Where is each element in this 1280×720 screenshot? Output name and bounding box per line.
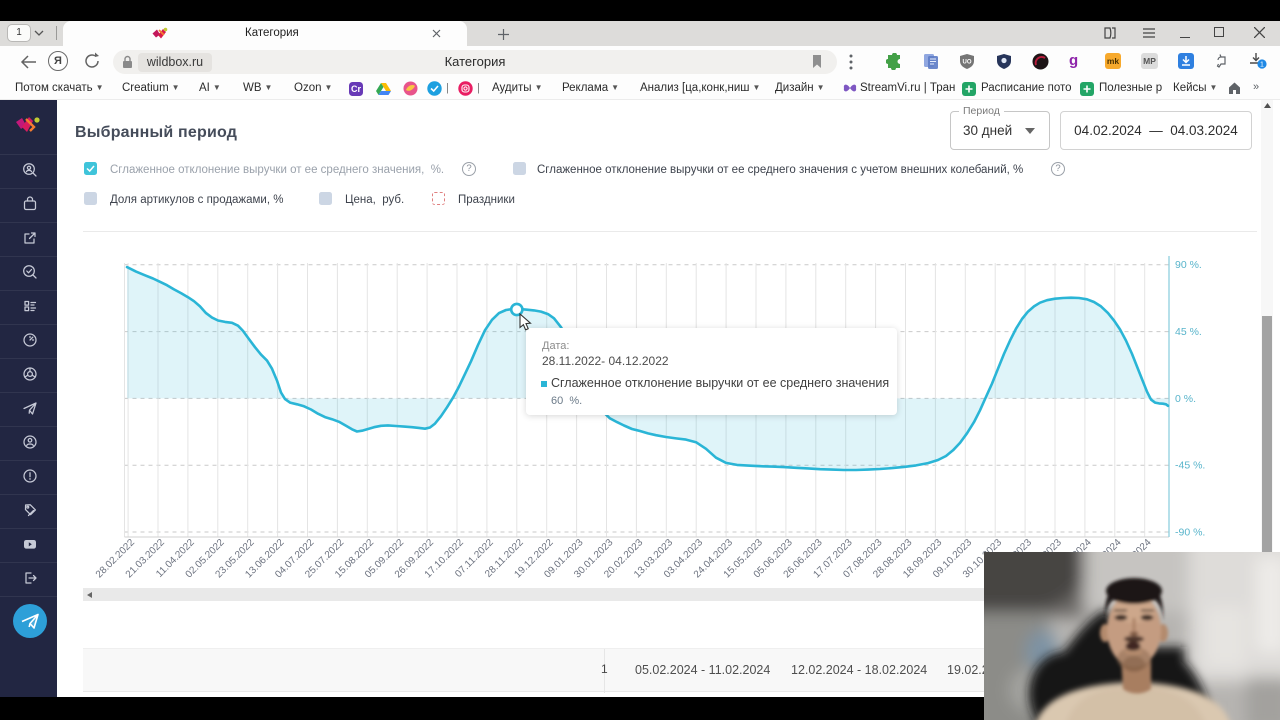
svg-text:90 %.: 90 %. (1175, 259, 1202, 271)
svg-text:0 %.: 0 %. (1175, 393, 1196, 405)
svg-text:-90 %.: -90 %. (1175, 527, 1205, 539)
svg-text:45 %.: 45 %. (1175, 326, 1202, 338)
svg-text:UO: UO (963, 60, 972, 66)
svg-text:-45 %.: -45 %. (1175, 460, 1205, 472)
svg-text:1: 1 (1260, 62, 1264, 69)
